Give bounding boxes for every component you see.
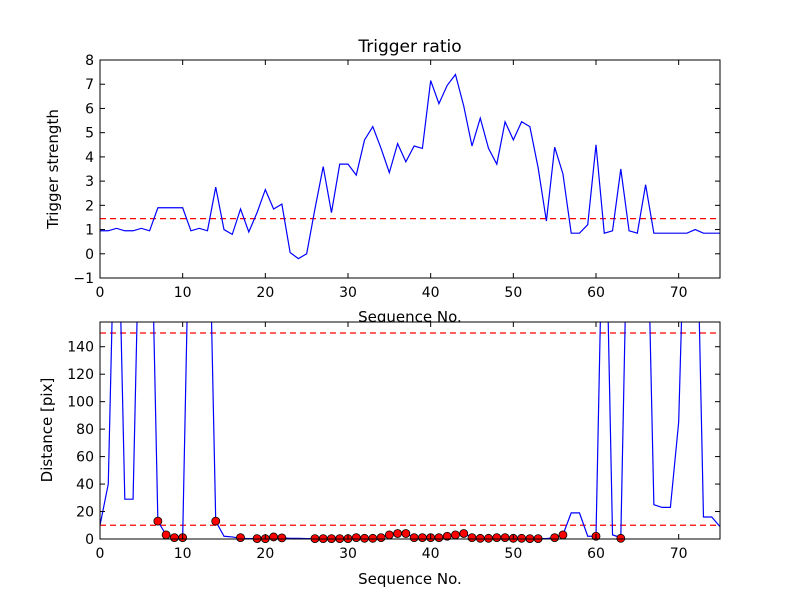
x-tick-label: 70 (670, 546, 688, 562)
plot-frame (99, 59, 721, 279)
y-tick-label: 140 (67, 340, 94, 356)
data-point (368, 533, 378, 543)
chart-distance: 0 10 20 30 40 50 60 70 0 20 40 60 80 100 120 140 Seque… (38, 321, 721, 588)
series-line (100, 73, 720, 260)
y-tick-label: 8 (85, 53, 94, 69)
data-point (211, 516, 221, 526)
x-tick-label: 0 (96, 546, 105, 562)
x-tick-label: 40 (422, 285, 440, 301)
y-tick-label: 4 (85, 150, 94, 166)
y-axis-label: Distance [pix] (38, 378, 56, 483)
y-tick-label: 80 (76, 422, 94, 438)
data-point (409, 533, 419, 543)
y-tick-label: 0 (85, 532, 94, 548)
y-tick-label: 7 (85, 77, 94, 93)
x-tick-label: 30 (339, 546, 357, 562)
data-point (451, 530, 460, 540)
data-point (269, 532, 279, 542)
data-point (434, 533, 444, 543)
data-point (384, 530, 394, 540)
data-point (169, 533, 179, 543)
data-point (467, 533, 477, 543)
data-point (484, 533, 493, 543)
x-tick-label: 10 (174, 546, 192, 562)
x-tick-label: 70 (670, 285, 688, 301)
y-tick-label: 2 (85, 198, 94, 214)
x-tick-label: 0 (96, 285, 105, 301)
plot-area (100, 322, 720, 539)
data-point (236, 533, 245, 543)
x-tick-label: 30 (339, 285, 357, 301)
x-tick-label: 20 (256, 285, 274, 301)
y-tick-label: 3 (85, 174, 94, 190)
data-point (500, 533, 510, 543)
data-point (401, 529, 411, 538)
data-point (277, 533, 287, 543)
data-point (475, 533, 485, 543)
plot-frame (99, 321, 721, 540)
data-point (417, 533, 427, 543)
x-tick-label: 10 (174, 285, 192, 301)
y-tick-label: 20 (76, 505, 94, 521)
x-tick-label: 20 (256, 546, 274, 562)
data-point (558, 530, 568, 540)
data-point (459, 529, 469, 538)
x-tick-label: 40 (422, 546, 440, 562)
y-tick-label: 0 (85, 247, 94, 263)
series-line (100, 322, 720, 539)
data-point (153, 516, 163, 526)
y-tick-label: 100 (67, 395, 94, 411)
data-point (393, 529, 403, 538)
y-tick-label: −1 (73, 271, 94, 287)
x-tick-label: 60 (587, 285, 605, 301)
x-tick-label: 50 (504, 546, 522, 562)
data-point (351, 533, 361, 543)
x-tick-label: 60 (587, 546, 605, 562)
y-tick-label: 120 (67, 367, 94, 383)
y-tick-label: 40 (76, 477, 94, 493)
chart-title: Trigger ratio (357, 37, 461, 57)
data-point (550, 533, 560, 543)
data-point (360, 533, 369, 543)
y-tick-label: 5 (85, 126, 94, 142)
x-axis-label: Sequence No. (358, 570, 462, 588)
data-point (492, 533, 502, 543)
y-axis-label: Trigger strength (44, 109, 62, 230)
y-tick-label: 1 (85, 223, 94, 239)
y-tick-label: 6 (85, 101, 94, 117)
data-point (161, 530, 171, 540)
y-tick-label: 60 (76, 450, 94, 466)
data-point (616, 533, 626, 543)
data-point (517, 533, 526, 543)
data-point (376, 533, 386, 543)
x-tick-label: 50 (504, 285, 522, 301)
plot-area (100, 60, 720, 278)
data-point (442, 531, 452, 541)
